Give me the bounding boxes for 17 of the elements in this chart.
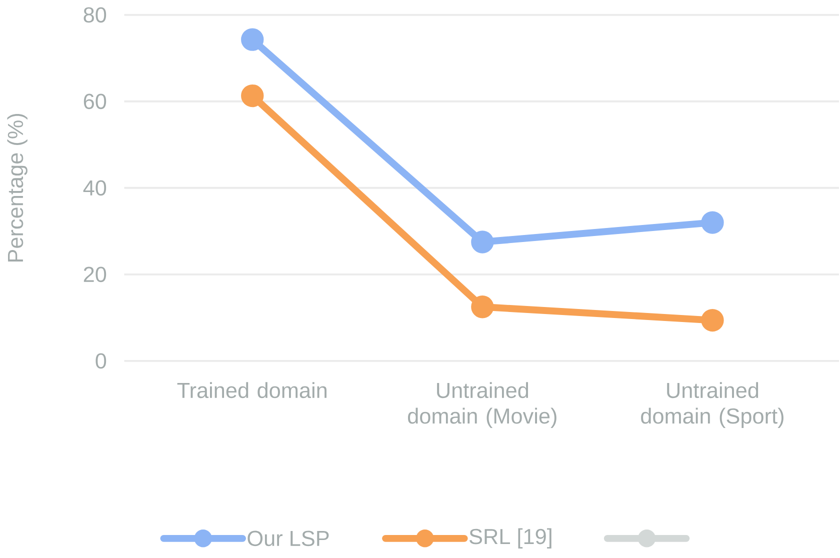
point <box>701 308 724 332</box>
y-tick-label: 20 <box>84 266 106 282</box>
point <box>701 211 724 234</box>
legend-label: SRL [19] <box>470 528 552 548</box>
point <box>241 84 264 108</box>
y-tick-label: 0 <box>96 353 106 369</box>
x-tick-label: Untrained domain (Movie) <box>408 382 556 428</box>
y-tick-label: 60 <box>84 94 106 110</box>
x-tick-label: Untrained domain (Sport) <box>641 382 784 428</box>
legend-label: Our LSP <box>248 530 329 546</box>
x-tick-label: Trained domain <box>177 382 326 398</box>
point <box>241 28 264 51</box>
point <box>471 230 494 254</box>
point <box>471 295 494 318</box>
y-axis-title: Percentage (%) <box>7 114 28 262</box>
y-tick-label: 40 <box>83 180 106 196</box>
y-tick-label: 80 <box>84 7 106 23</box>
